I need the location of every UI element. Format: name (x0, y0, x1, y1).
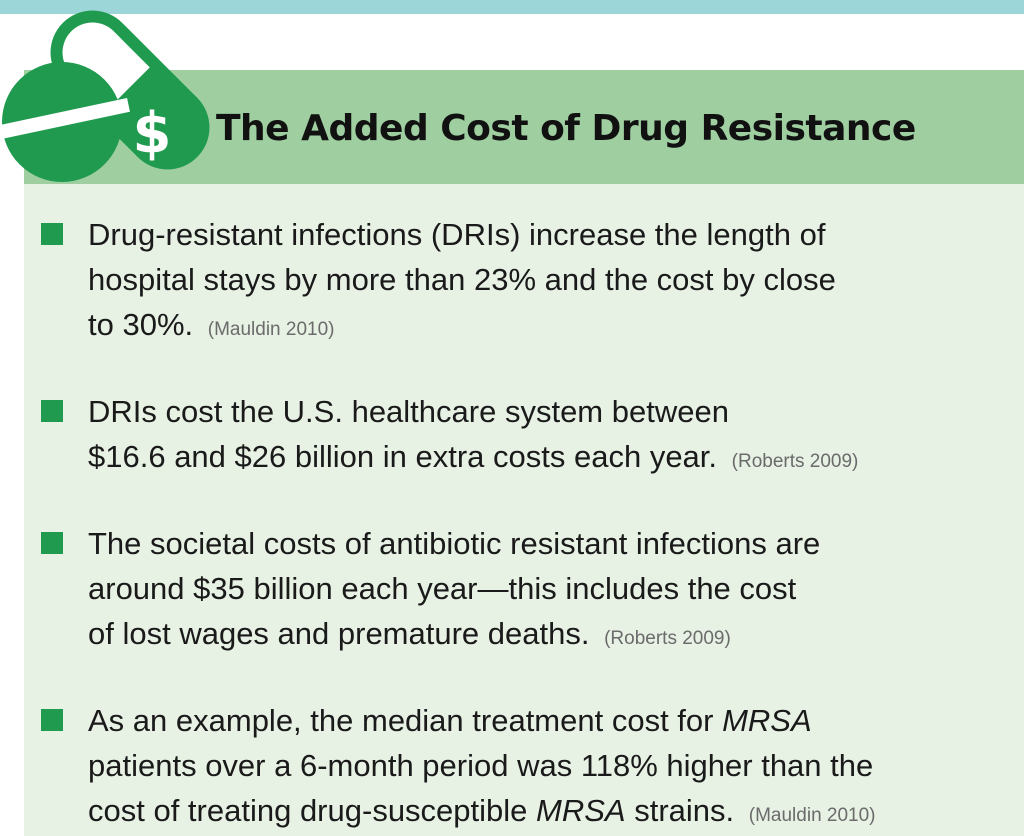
text-fragment: of lost wages and premature deaths. (88, 616, 590, 651)
organism-name: MRSA (722, 703, 812, 738)
page-title: The Added Cost of Drug Resistance (216, 108, 916, 149)
text-line: patients over a 6-month period was 118% … (88, 748, 874, 783)
text-line: $16.6 and $26 billion in extra costs eac… (88, 434, 1000, 484)
organism-name: MRSA (536, 793, 626, 828)
square-bullet-icon (41, 709, 63, 731)
text-line: of lost wages and premature deaths. (Rob… (88, 611, 1000, 661)
text-line: As an example, the median treatment cost… (88, 698, 1000, 743)
list-item: DRIs cost the U.S. healthcare system bet… (40, 389, 1000, 484)
text-line: Drug-resistant infections (DRIs) increas… (88, 217, 826, 252)
citation: (Mauldin 2010) (207, 319, 335, 340)
dollar-sign: $ (133, 101, 172, 166)
square-bullet-icon (41, 223, 63, 245)
list-item: Drug-resistant infections (DRIs) increas… (40, 212, 1000, 352)
square-bullet-icon (41, 400, 63, 422)
text-line: to 30%. (Mauldin 2010) (88, 302, 1000, 352)
square-bullet-icon (41, 532, 63, 554)
text-fragment: As an example, the median treatment cost… (88, 703, 723, 738)
text-fragment: to 30%. (88, 307, 194, 342)
pill-dollar-icon: $ (0, 10, 210, 182)
citation: (Mauldin 2010) (748, 805, 876, 826)
text-fragment: cost of treating drug-susceptible (88, 793, 537, 828)
text-fragment: $16.6 and $26 billion in extra costs eac… (88, 439, 718, 474)
top-stripe (0, 0, 1024, 14)
citation: (Roberts 2009) (604, 628, 731, 649)
text-line: The societal costs of antibiotic resista… (88, 526, 821, 561)
text-fragment: strains. (625, 793, 735, 828)
text-line: cost of treating drug-susceptible MRSA s… (88, 788, 1000, 836)
list-item: The societal costs of antibiotic resista… (40, 521, 1000, 661)
text-line: hospital stays by more than 23% and the … (88, 262, 836, 297)
text-line: DRIs cost the U.S. healthcare system bet… (88, 394, 729, 429)
list-item: As an example, the median treatment cost… (40, 698, 1000, 836)
facts-list: Drug-resistant infections (DRIs) increas… (40, 212, 1000, 836)
text-line: around $35 billion each year—this includ… (88, 571, 797, 606)
citation: (Roberts 2009) (731, 451, 859, 472)
